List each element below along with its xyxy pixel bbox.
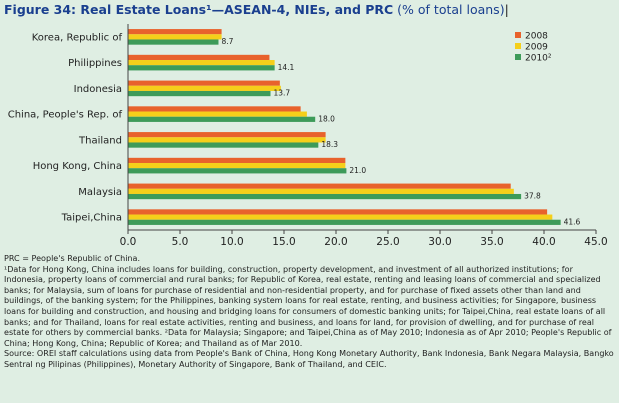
bar-2009-7 — [128, 214, 553, 220]
bar-2008-7 — [128, 209, 548, 215]
figure-title: Figure 34: Real Estate Loans¹—ASEAN-4, N… — [4, 2, 509, 17]
x-tick-label-5: 25.0 — [376, 236, 399, 248]
bar-2008-6 — [128, 183, 511, 189]
bar-2010-7 — [128, 219, 561, 225]
data-label-3: 18.0 — [318, 114, 335, 123]
bar-2008-3 — [128, 106, 301, 112]
x-tick-label-4: 20.0 — [324, 236, 347, 248]
bar-2010-6 — [128, 193, 522, 200]
category-label-5: Hong Kong, China — [33, 161, 122, 172]
category-label-7: Taipei,China — [61, 213, 122, 224]
x-tick-label-0: 0.0 — [120, 236, 137, 248]
category-label-6: Malaysia — [78, 187, 122, 198]
notes: PRC = People's Republic of China. ¹Data … — [4, 254, 616, 371]
x-tick-label-3: 15.0 — [272, 236, 295, 248]
bar-2010-1 — [128, 65, 275, 71]
bar-2008-5 — [128, 157, 346, 164]
bar-2008-1 — [128, 54, 270, 61]
bar-2009-0 — [128, 34, 222, 40]
bar-2010-3 — [128, 116, 316, 122]
bar-2009-4 — [128, 137, 326, 143]
figure-title-main: Figure 34: Real Estate Loans¹—ASEAN-4, N… — [4, 2, 394, 17]
legend-label-1: 2009 — [525, 43, 548, 53]
category-label-2: Indonesia — [74, 84, 122, 95]
bar-2009-6 — [128, 188, 514, 194]
data-label-1: 14.1 — [278, 63, 295, 72]
bar-2008-0 — [128, 29, 222, 35]
legend-swatch-0 — [515, 32, 521, 38]
x-tick-label-8: 40.0 — [532, 236, 555, 248]
category-label-4: Thailand — [78, 135, 122, 146]
data-label-7: 41.6 — [564, 217, 581, 226]
bar-2008-4 — [128, 132, 326, 138]
category-label-3: China, People's Rep. of — [8, 110, 123, 121]
data-label-6: 37.8 — [524, 192, 541, 201]
x-tick-label-2: 10.0 — [220, 236, 243, 248]
data-label-4: 18.3 — [321, 140, 338, 149]
bar-2009-5 — [128, 163, 346, 169]
data-label-5: 21.0 — [349, 166, 366, 175]
legend-swatch-2 — [515, 54, 521, 60]
x-tick-label-7: 35.0 — [480, 236, 503, 248]
bar-2009-2 — [128, 85, 281, 91]
bar-2010-4 — [128, 142, 319, 148]
note-source: Source: OREI staff calculations using da… — [4, 349, 614, 369]
note-footnotes: ¹Data for Hong Kong, China includes loan… — [4, 264, 612, 348]
x-tick-label-6: 30.0 — [428, 236, 451, 248]
bar-2009-3 — [128, 111, 307, 117]
data-label-0: 8.7 — [221, 37, 233, 46]
data-label-2: 13.7 — [273, 89, 290, 98]
bar-2010-5 — [128, 168, 347, 174]
bar-2009-1 — [128, 60, 275, 66]
bar-2010-0 — [128, 39, 219, 45]
bar-2010-2 — [128, 90, 271, 97]
bar-2008-2 — [128, 80, 280, 86]
note-abbreviation: PRC = People's Republic of China. — [4, 254, 141, 263]
x-tick-label-9: 45.0 — [584, 236, 607, 248]
text-cursor: | — [504, 2, 509, 17]
category-label-0: Korea, Republic of — [32, 32, 123, 43]
figure-title-unit: (% of total loans) — [393, 2, 505, 17]
legend-label-0: 2008 — [525, 32, 548, 42]
x-tick-label-1: 5.0 — [172, 236, 189, 248]
legend-label-2: 2010² — [525, 54, 552, 64]
legend-swatch-1 — [515, 43, 521, 49]
category-label-1: Philippines — [68, 58, 122, 69]
